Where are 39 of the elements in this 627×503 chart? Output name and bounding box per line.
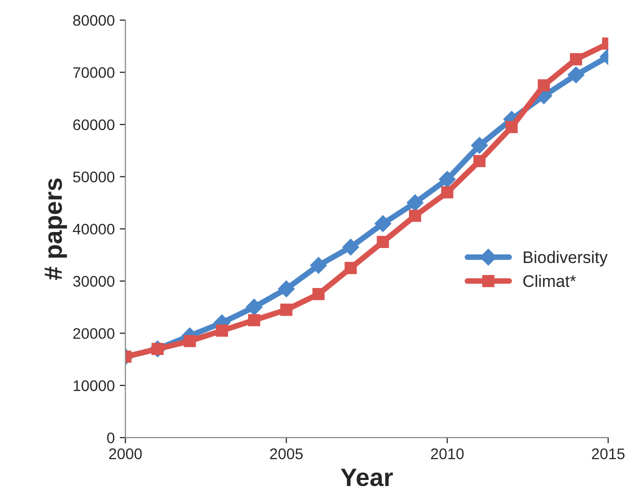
y-tick-label: 0	[107, 432, 114, 444]
x-tick-label: 2010	[431, 448, 464, 460]
point	[506, 121, 518, 134]
point	[312, 288, 325, 300]
y-tick-label: 20000	[73, 328, 114, 339]
point	[568, 66, 584, 84]
point	[409, 210, 422, 222]
x-tick-label: 2015	[592, 448, 625, 460]
point	[376, 236, 389, 248]
y-tick-label: 70000	[73, 67, 114, 78]
point	[473, 154, 486, 168]
point	[438, 170, 456, 188]
point	[246, 298, 263, 316]
point	[278, 280, 295, 298]
y-tick-label: 50000	[73, 172, 114, 182]
point	[570, 53, 582, 66]
point	[471, 136, 488, 154]
point	[310, 257, 327, 274]
y-axis-title: # papers	[44, 178, 67, 280]
legend-label: Climat*	[523, 274, 576, 288]
point	[374, 215, 392, 232]
point	[280, 304, 292, 316]
point	[184, 334, 196, 348]
point	[441, 186, 454, 198]
point	[342, 238, 360, 256]
y-tick-label: 30000	[73, 276, 114, 287]
y-tick-label: 80000	[73, 14, 114, 26]
legend-label: Biodiversity	[524, 250, 608, 266]
y-tick-label: 40000	[72, 224, 114, 235]
point	[406, 194, 424, 212]
x-tick-label: 2005	[270, 448, 303, 460]
y-tick-label: 10000	[74, 380, 114, 392]
x-tick-label: 2000	[109, 448, 142, 460]
point	[538, 79, 550, 92]
point	[216, 324, 228, 337]
x-axis-title: Year	[340, 468, 393, 486]
point	[344, 262, 357, 274]
y-tick-label: 60000	[73, 119, 114, 130]
point	[248, 314, 260, 326]
